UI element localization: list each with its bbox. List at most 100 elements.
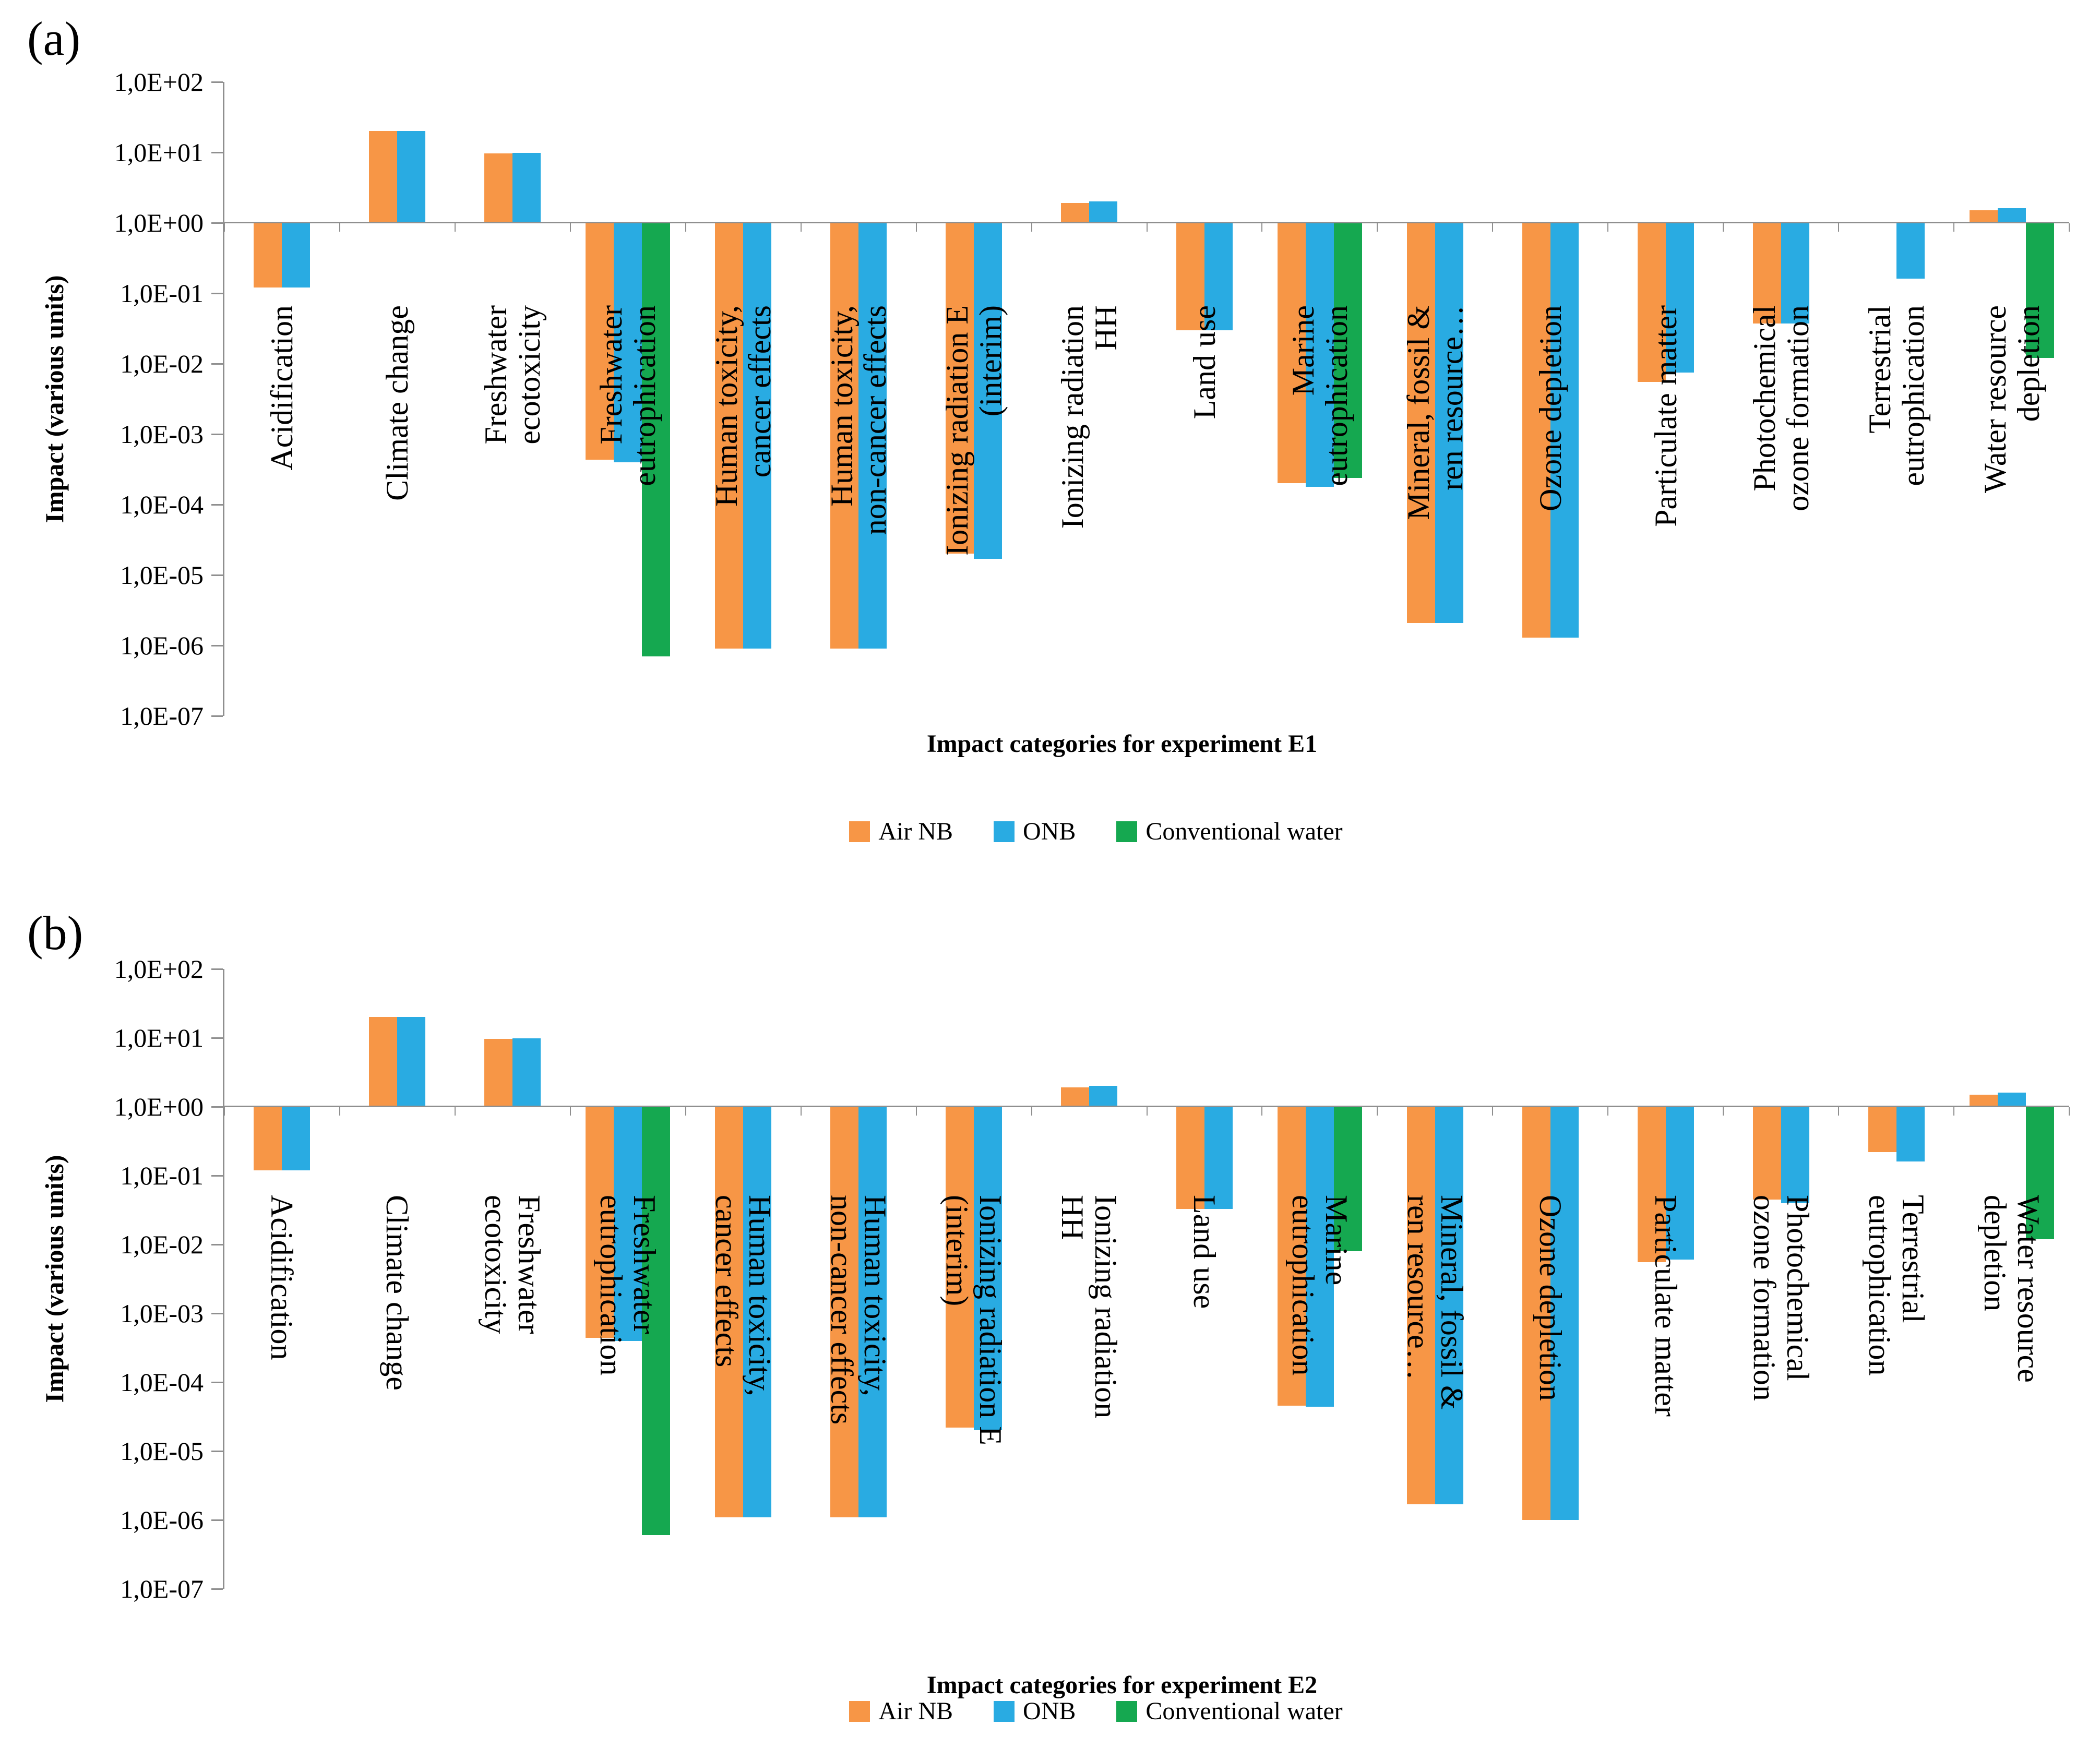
bar-onb-terrestrial	[1896, 1107, 1925, 1162]
category-label-freshwater: Freshwater ecotoxicity	[479, 305, 547, 445]
category-label-freshwater: Freshwater eutrophication	[594, 305, 662, 486]
bar-onb-water-resource	[1997, 208, 2026, 223]
y-axis-spine	[223, 82, 224, 716]
bar-air-nb-ozone-depletion	[1522, 1107, 1550, 1520]
category-label-marine: Marine eutrophication	[1285, 305, 1354, 486]
bar-conventional-water-marine	[1333, 223, 1362, 478]
category-label-human-toxicity: Human toxicity, cancer effects	[709, 1195, 778, 1397]
bar-onb-ionizing-radiation-e	[974, 1107, 1003, 1431]
category-label-ionizing-radiation-e: Ionizing radiation E (interim)	[940, 1195, 1008, 1445]
bar-onb-climate-change	[397, 1017, 426, 1107]
category-axis-tick	[1261, 1107, 1263, 1116]
bar-air-nb-water-resource	[1969, 210, 1998, 223]
y-axis-tick-label: 1,0E-07	[120, 701, 204, 730]
bar-onb-freshwater	[614, 223, 642, 462]
category-axis-tick	[1146, 223, 1148, 232]
bar-air-nb-ionizing-radiation-e	[946, 1107, 974, 1428]
bar-air-nb-marine	[1277, 223, 1306, 484]
category-label-photochemical: Photochemical ozone formation	[1747, 1195, 1815, 1401]
y-axis-spine	[223, 969, 224, 1589]
bar-air-nb-human-toxicity	[830, 223, 859, 649]
y-axis-tick	[211, 293, 223, 294]
category-label-marine: Marine eutrophication	[1285, 1195, 1354, 1376]
y-axis-tick-label: 1,0E-03	[120, 1299, 204, 1328]
category-label-water-resource: Water resource depletion	[1977, 1195, 2046, 1383]
bar-onb-land-use	[1204, 223, 1233, 330]
bar-onb-ozone-depletion	[1550, 1107, 1579, 1520]
bar-air-nb-ionizing-radiation	[1061, 203, 1090, 223]
category-axis-tick	[1492, 1107, 1494, 1116]
category-label-ozone-depletion: Ozone depletion	[1533, 305, 1568, 511]
bar-air-nb-freshwater	[484, 153, 513, 223]
bar-air-nb-land-use	[1176, 1107, 1204, 1209]
y-axis-tick	[211, 1175, 223, 1177]
category-axis-tick	[1953, 1107, 1955, 1116]
bar-onb-ionizing-radiation	[1089, 1086, 1118, 1107]
bar-air-nb-freshwater	[586, 1107, 614, 1338]
category-label-land-use: Land use	[1187, 1195, 1222, 1309]
bar-onb-ozone-depletion	[1550, 223, 1579, 638]
y-axis-tick-label: 1,0E-04	[120, 1368, 204, 1397]
bar-conventional-water-freshwater	[642, 223, 671, 656]
bar-air-nb-human-toxicity	[715, 1107, 744, 1517]
y-axis-tick	[211, 1588, 223, 1590]
y-axis-tick-label: 1,0E+02	[114, 67, 204, 97]
y-axis-tick	[211, 715, 223, 717]
y-axis-tick-label: 1,0E-06	[120, 1505, 204, 1535]
bar-onb-photochemical	[1781, 1107, 1809, 1203]
category-axis-tick	[224, 223, 225, 232]
legend-item-onb: ONB	[994, 1697, 1076, 1726]
bar-air-nb-particulate-matter	[1637, 223, 1666, 382]
category-axis-tick	[454, 223, 456, 232]
legend-item-air-nb: Air NB	[849, 1697, 953, 1726]
y-axis-tick	[211, 363, 223, 365]
y-axis-tick-label: 1,0E+01	[114, 138, 204, 167]
y-axis-tick-label: 1,0E-05	[120, 560, 204, 590]
bar-air-nb-acidification	[254, 1107, 282, 1170]
legend-swatch-conventional-water-icon	[1116, 1700, 1138, 1722]
category-axis-tick	[2069, 223, 2070, 232]
category-axis-tick	[1492, 223, 1494, 232]
legend-swatch-air-nb-icon	[849, 821, 870, 842]
category-axis-tick	[1607, 1107, 1609, 1116]
y-axis-tick	[211, 1313, 223, 1314]
category-axis-tick	[915, 223, 917, 232]
bar-onb-land-use	[1204, 1107, 1233, 1209]
y-axis-tick-label: 1,0E-02	[120, 1230, 204, 1259]
y-axis-tick	[211, 1244, 223, 1245]
category-label-terrestrial: Terrestrial eutrophication	[1862, 305, 1930, 486]
y-axis-tick-label: 1,0E+00	[114, 208, 204, 237]
panel-b-x-axis-title: Impact categories for experiment E2	[926, 1671, 1318, 1699]
bar-air-nb-photochemical	[1752, 223, 1781, 324]
y-axis-tick-label: 1,0E-03	[120, 420, 204, 449]
y-axis-tick	[211, 1106, 223, 1108]
y-axis-tick	[211, 434, 223, 435]
category-label-land-use: Land use	[1187, 305, 1222, 420]
y-axis-tick-label: 1,0E-04	[120, 490, 204, 519]
category-label-human-toxicity: Human toxicity, non-cancer effects	[825, 305, 893, 535]
category-label-acidification: Acidification	[265, 305, 300, 471]
category-label-freshwater: Freshwater ecotoxicity	[479, 1195, 547, 1334]
bar-onb-acidification	[282, 223, 311, 288]
panel-a-x-axis-title: Impact categories for experiment E1	[926, 730, 1318, 758]
panel-a-legend: Air NB ONB Conventional water	[652, 817, 1540, 846]
bar-onb-particulate-matter	[1665, 223, 1694, 373]
bar-air-nb-water-resource	[1969, 1094, 1998, 1107]
y-axis-tick-label: 1,0E-05	[120, 1436, 204, 1466]
bar-onb-ionizing-radiation	[1089, 201, 1118, 223]
category-axis-tick	[1031, 223, 1032, 232]
bar-air-nb-particulate-matter	[1637, 1107, 1666, 1263]
category-axis-tick	[685, 1107, 686, 1116]
category-axis-tick	[224, 1107, 225, 1116]
category-axis-tick	[1723, 1107, 1724, 1116]
bar-air-nb-ionizing-radiation-e	[946, 223, 974, 554]
bar-onb-human-toxicity	[743, 223, 772, 649]
bar-onb-freshwater	[512, 153, 541, 223]
category-axis-tick	[800, 1107, 802, 1116]
category-label-particulate-matter: Particulate matter	[1648, 305, 1683, 527]
bar-onb-marine	[1305, 1107, 1334, 1407]
legend-swatch-onb-icon	[994, 821, 1015, 842]
category-label-climate-change: Climate change	[380, 1195, 415, 1391]
y-axis-tick	[211, 1037, 223, 1039]
bar-air-nb-climate-change	[369, 131, 398, 223]
